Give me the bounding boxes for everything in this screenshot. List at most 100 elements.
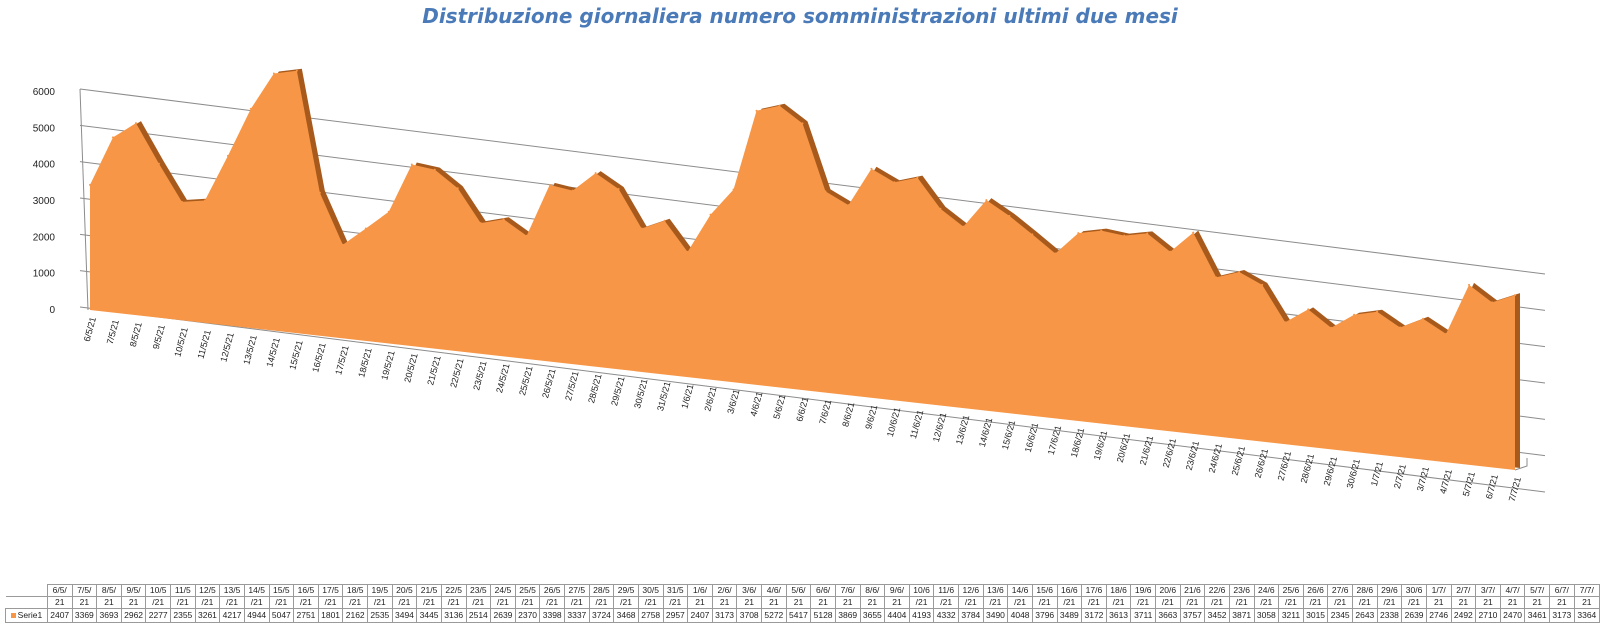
table-header-cell: 29/5 [613,584,639,597]
table-value-cell: 2277 [145,608,172,623]
table-value-cell: 3211 [1278,608,1304,623]
table-header-cell: 19/5 [367,584,393,597]
table-header-cell: 21 [1425,596,1452,609]
table-header-cell: /21 [933,596,960,609]
table-header-cell: 21/5 [416,584,442,597]
table-header-cell: 10/5 [145,584,172,597]
x-tick-label: 30/5/21 [632,378,649,410]
table-header-cell: /21 [1302,596,1329,609]
table-header-cell: 10/6 [908,584,935,597]
data-point [870,167,873,170]
x-tick-label: 25/6/21 [1230,445,1247,477]
table-header-cell: 29/6 [1376,584,1403,597]
x-tick-label: 18/6/21 [1069,427,1086,459]
table-header-cell: 6/6/ [810,584,836,597]
table-header-cell: /21 [1056,596,1083,609]
table-header-cell: /21 [194,596,221,609]
table-value-cell: 3796 [1031,608,1058,623]
table-header-cell: 21 [687,596,713,609]
data-point [571,189,574,192]
table-value-cell: 2470 [1499,608,1526,623]
table-value-cell: 3871 [1228,608,1255,623]
table-header-cell: 21 [785,596,812,609]
table-value-cell: 3445 [416,608,442,623]
table-header-cell: 11/6 [933,584,960,597]
x-tick-label: 3/7/21 [1415,466,1431,493]
x-tick-label: 12/6/21 [931,411,948,443]
x-tick-label: 7/5/21 [105,319,121,346]
x-tick-label: 1/7/21 [1369,460,1385,487]
x-tick-label: 15/5/21 [287,339,304,371]
x-tick-label: 20/5/21 [402,352,419,384]
table-header-cell: /21 [1278,596,1304,609]
data-point [456,187,459,190]
floor-edge [1514,458,1528,471]
table-value-cell: 2962 [120,608,147,623]
data-point [1307,308,1310,311]
table-header-cell: 9/6/ [884,584,910,597]
x-tick-label: 24/5/21 [494,362,511,394]
x-tick-label: 25/5/21 [517,365,534,397]
data-point [617,188,620,191]
x-tick-label: 23/5/21 [471,360,488,392]
table-header-cell: 12/5 [194,584,221,597]
table-header-cell: 5/6/ [785,584,812,597]
x-tick-label: 27/5/21 [563,370,580,402]
data-point [548,183,551,186]
table-value-cell: 2746 [1425,608,1452,623]
table-value-cell: 2639 [1401,608,1427,623]
table-value-cell: 2639 [490,608,516,623]
table-header-cell: 16/6 [1056,584,1083,597]
data-point [134,122,137,125]
table-value-cell: 4944 [243,608,270,623]
table-header-cell: /21 [440,596,467,609]
table-header-cell: 1/6/ [687,584,713,597]
table-value-cell: 3369 [71,608,98,623]
table-header-cell: 21 [1475,596,1501,609]
data-point [226,154,229,157]
data-point [1031,233,1034,236]
table-value-cell: 3461 [1524,608,1551,623]
table-value-cell: 5128 [810,608,836,623]
table-header-cell: 24/6 [1253,584,1280,597]
table-value-cell: 3494 [391,608,418,623]
table-header-cell: /21 [982,596,1009,609]
table-header-cell: 22/6 [1204,584,1230,597]
table-value-cell: 3452 [1204,608,1230,623]
table-value-cell: 3711 [1130,608,1157,623]
table-header-cell: 20/5 [391,584,418,597]
table-header-cell: 8/6/ [859,584,886,597]
data-point [709,213,712,216]
table-value-cell: 3489 [1056,608,1083,623]
table-header-cell: 21 [96,596,122,609]
data-point [1077,232,1080,235]
table-header-cell: 3/6/ [736,584,763,597]
table-header-cell: 21 [736,596,763,609]
data-point [341,243,344,246]
table-header-cell: 25/5 [514,584,541,597]
table-header-cell: 23/6 [1228,584,1255,597]
x-tick-label: 6/5/21 [82,316,98,343]
data-point [1514,294,1516,297]
table-value-cell: 3261 [194,608,221,623]
table-header-row: 21 21 21 21/21/21/21/21/21/21/21/21/21/21/2… [5,596,1600,609]
table-header-cell: /21 [1204,596,1230,609]
data-point [433,168,436,171]
data-point [1468,283,1471,286]
x-tick-label: 12/5/21 [218,331,235,363]
data-point [1261,283,1264,286]
table-header-cell: 30/5 [637,584,664,597]
data-point [640,227,643,230]
x-tick-label: 19/6/21 [1092,429,1109,461]
data-point [1422,317,1425,320]
data-point [1491,301,1494,304]
table-header-cell: /21 [1376,596,1403,609]
data-point [1376,310,1379,313]
table-value-cell: 4404 [884,608,910,623]
area-series [89,68,1520,471]
x-tick-label: 9/5/21 [151,324,167,351]
y-tick-label: 2000 [33,232,56,243]
table-header-cell: 18/6 [1105,584,1132,597]
table-header-row: 6/5/7/5/8/5/9/5/10/5 11/5 12/5 13/5 14/5 15/5… [5,584,1600,597]
table-row: Serie1 2407 3369 3693 2962 2277 2355 3261 4217 49… [5,608,1600,623]
